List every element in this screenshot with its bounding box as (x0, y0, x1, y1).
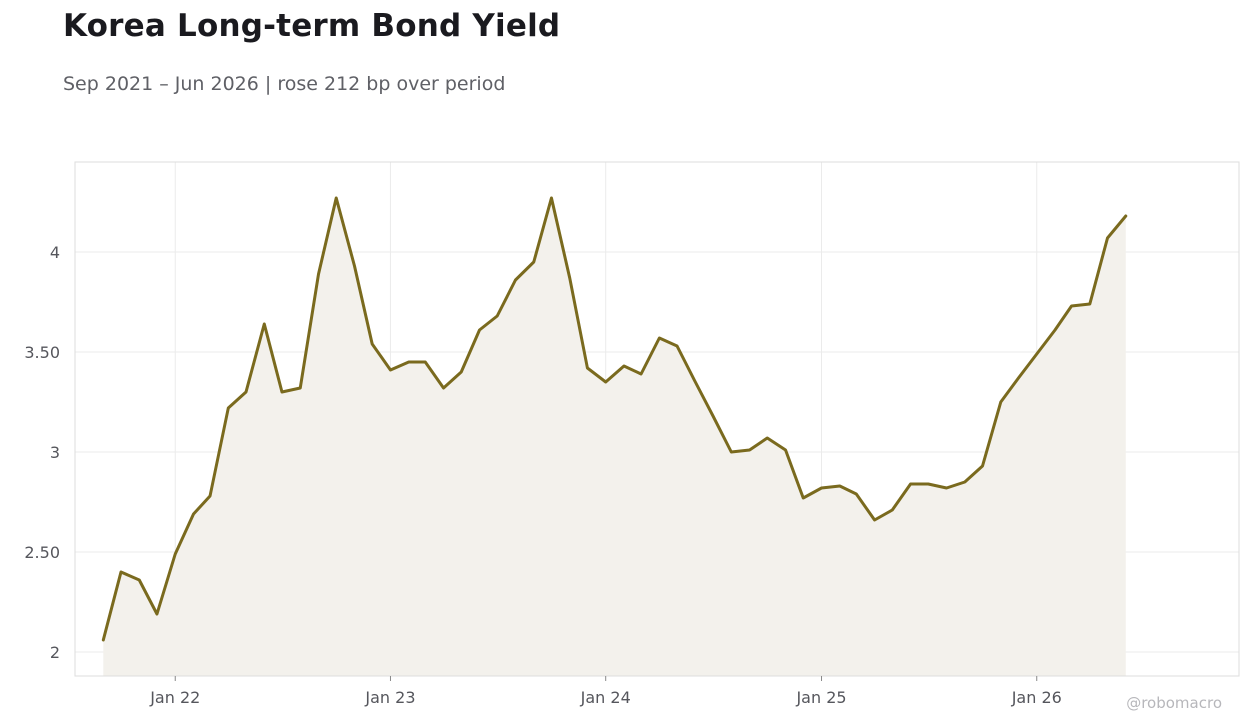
watermark: @robomacro (1126, 694, 1222, 712)
chart-title: Korea Long-term Bond Yield (63, 8, 561, 44)
series-line (101, 196, 1128, 642)
y-tick-label: 2 (50, 643, 60, 662)
x-tick-label: Jan 22 (149, 688, 200, 707)
y-tick-label: 2.50 (24, 543, 60, 562)
series-area (103, 198, 1126, 676)
y-tick-label: 3.50 (24, 343, 60, 362)
x-tick-label: Jan 25 (795, 688, 846, 707)
x-tick-label: Jan 23 (364, 688, 415, 707)
y-tick-label: 4 (50, 243, 60, 262)
x-tick-label: Jan 24 (580, 688, 631, 707)
plot-frame (74, 161, 1240, 677)
x-tick-label: Jan 26 (1011, 688, 1062, 707)
y-tick-label: 3 (50, 443, 60, 462)
chart-subtitle: Sep 2021 – Jun 2026 | rose 212 bp over p… (63, 73, 506, 95)
